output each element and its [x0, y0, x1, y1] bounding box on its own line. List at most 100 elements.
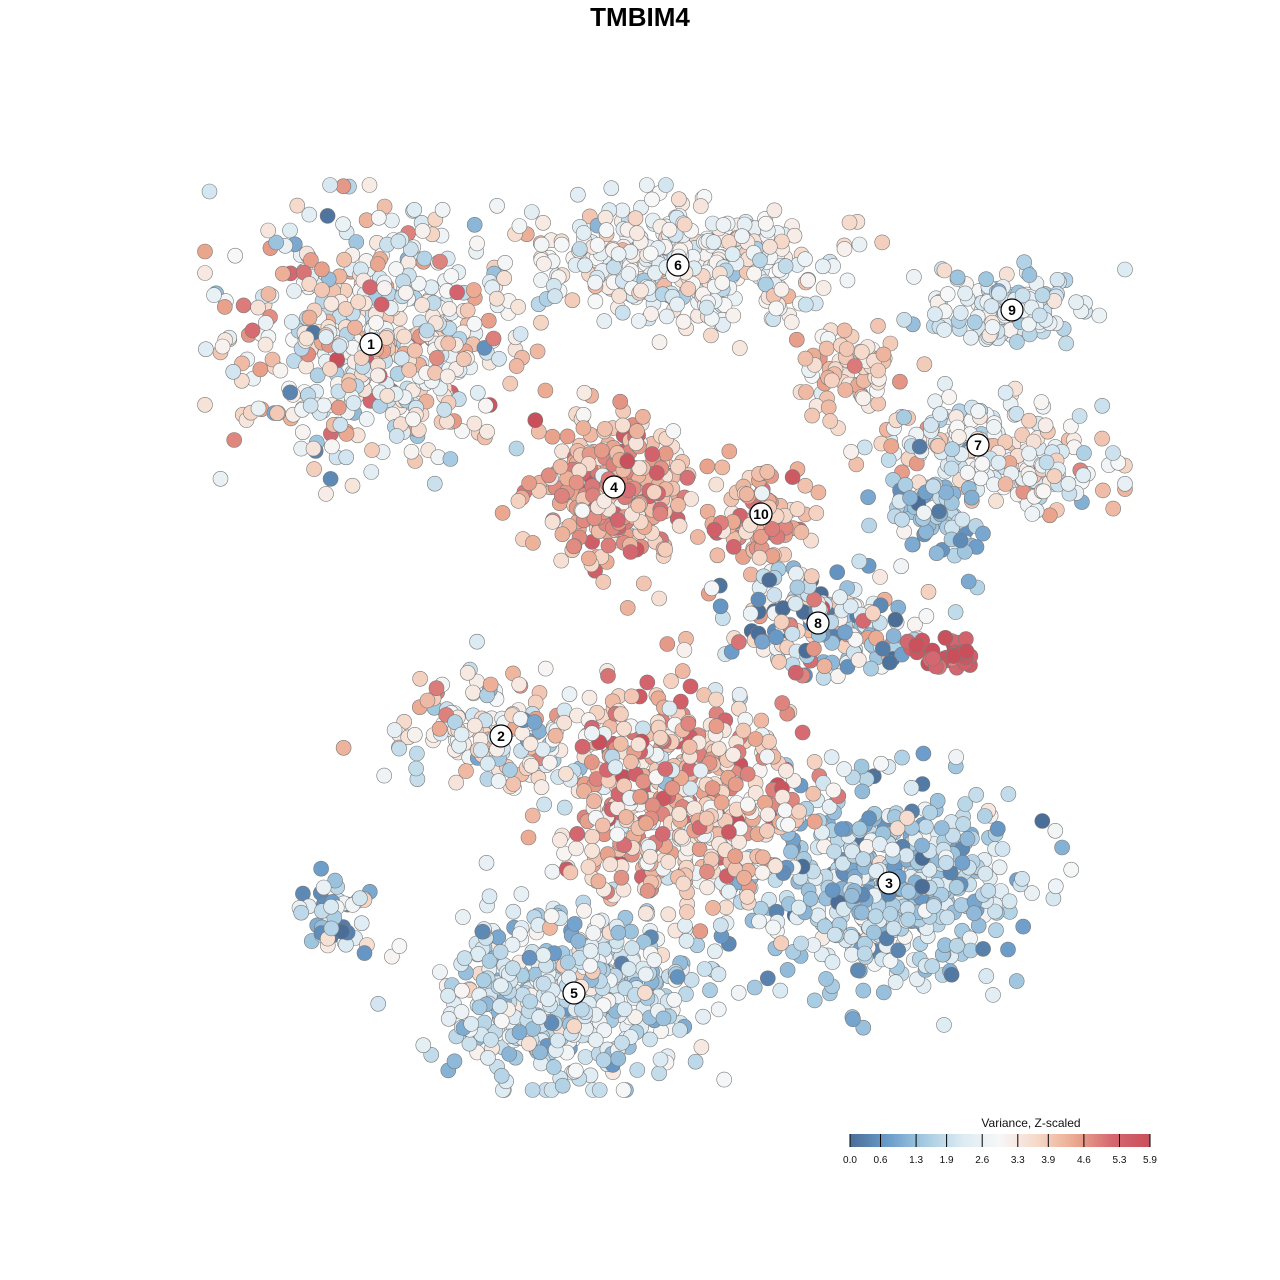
data-point — [313, 860, 329, 877]
data-point — [829, 564, 846, 581]
data-point — [619, 453, 636, 470]
data-point — [1042, 507, 1058, 524]
data-point — [906, 269, 922, 285]
data-point — [327, 872, 343, 889]
data-point — [916, 356, 933, 373]
data-point — [754, 864, 771, 881]
data-point — [774, 789, 791, 805]
data-point — [929, 792, 946, 809]
data-point — [997, 476, 1014, 492]
data-point — [870, 395, 887, 412]
cluster-label-text: 3 — [885, 875, 893, 891]
data-point — [383, 212, 400, 229]
data-point — [768, 300, 785, 317]
data-point — [1105, 500, 1121, 517]
data-point — [274, 265, 291, 282]
data-point — [742, 605, 759, 622]
data-point — [492, 998, 508, 1015]
data-point — [376, 280, 393, 297]
data-point — [393, 350, 410, 367]
data-point — [552, 832, 568, 848]
data-point — [431, 720, 448, 737]
data-point — [925, 478, 942, 495]
data-point — [855, 851, 872, 868]
data-point — [629, 423, 645, 439]
data-point — [731, 634, 747, 650]
data-point — [783, 843, 799, 860]
cluster-label-9: 9 — [1000, 298, 1024, 322]
data-point — [764, 521, 781, 537]
data-point — [788, 331, 805, 348]
data-point — [469, 384, 486, 401]
data-point — [272, 362, 289, 379]
data-point — [863, 660, 879, 677]
data-point — [314, 261, 330, 278]
data-point — [832, 589, 848, 606]
data-point — [1117, 475, 1133, 492]
data-point — [502, 762, 518, 778]
data-point — [469, 633, 485, 650]
data-point — [566, 916, 583, 932]
data-point — [559, 428, 576, 445]
data-point — [510, 493, 527, 509]
data-point — [658, 308, 675, 325]
data-point — [547, 288, 563, 305]
data-point — [282, 384, 299, 401]
data-point — [533, 236, 550, 253]
data-point — [990, 454, 1007, 471]
data-point — [597, 421, 613, 437]
data-point — [589, 237, 606, 253]
data-point — [502, 375, 519, 392]
data-point — [610, 1050, 627, 1067]
data-point — [408, 760, 424, 777]
data-point — [1022, 470, 1038, 487]
data-point — [698, 810, 715, 827]
data-point — [671, 806, 688, 822]
data-point — [574, 738, 591, 755]
data-point — [577, 1049, 594, 1065]
data-point — [1060, 475, 1077, 492]
data-point — [453, 1004, 470, 1020]
data-point — [834, 855, 851, 872]
cluster-label-text: 5 — [570, 985, 578, 1001]
data-point — [714, 274, 731, 291]
data-point — [815, 280, 832, 296]
data-point — [1117, 261, 1133, 278]
data-point — [635, 408, 651, 425]
data-point — [584, 842, 600, 859]
data-point — [598, 222, 615, 238]
data-point — [595, 574, 612, 590]
data-point — [856, 439, 873, 456]
data-point — [630, 736, 647, 753]
legend-ticks: 0.0 0.6 1.3 1.9 2.6 3.3 3.9 4.6 5.3 5.9 — [843, 1134, 1157, 1166]
data-point — [939, 286, 956, 302]
data-point — [323, 920, 340, 937]
data-point — [843, 929, 860, 945]
data-point — [554, 443, 570, 460]
data-point — [575, 225, 592, 241]
cluster-label-text: 6 — [674, 257, 682, 273]
data-point — [466, 415, 483, 432]
data-point — [657, 761, 674, 777]
data-point — [800, 272, 816, 289]
data-point — [790, 899, 807, 916]
data-point — [379, 387, 396, 404]
data-point — [855, 390, 872, 407]
data-point — [902, 490, 918, 506]
data-point — [545, 1059, 562, 1075]
data-point — [665, 423, 682, 439]
data-point — [937, 629, 954, 646]
data-point — [1047, 822, 1064, 839]
data-point — [900, 911, 917, 928]
data-point — [512, 326, 529, 342]
data-point — [703, 327, 719, 344]
data-point — [893, 558, 910, 575]
data-point — [826, 843, 843, 860]
data-point — [475, 972, 492, 989]
data-point — [332, 416, 349, 433]
data-point — [679, 904, 695, 920]
data-point — [644, 191, 660, 208]
data-point — [596, 493, 613, 509]
data-point — [928, 545, 945, 562]
data-point — [490, 773, 507, 789]
